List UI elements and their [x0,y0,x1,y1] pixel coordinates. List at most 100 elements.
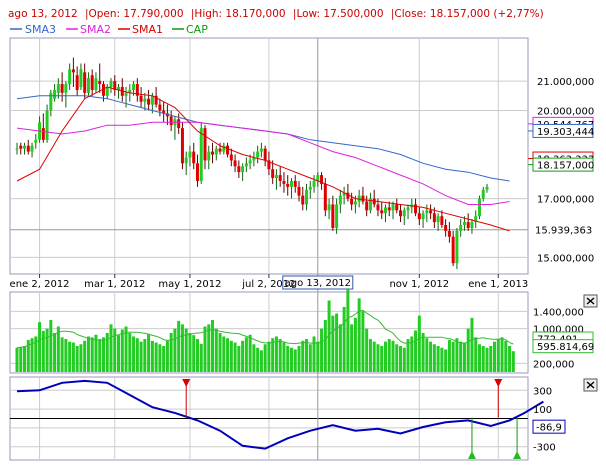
candle-body [226,145,230,155]
candle-body [68,69,72,85]
cursor-date-box [282,275,354,290]
candle-body [64,84,68,93]
volume-bar [23,346,27,372]
volume-bar [383,341,387,372]
volume-bar [143,339,147,372]
candle-body [387,207,391,211]
volume-bar [489,346,493,372]
volume-bar [368,339,372,372]
oscillator-y-tick-label: -300 [533,443,556,454]
volume-bar [162,346,166,372]
volume-bar [244,337,248,372]
candle-body [297,186,301,196]
volume-bar [90,337,94,372]
candle-body [305,189,309,205]
volume-bar [147,333,151,372]
candle-body [98,81,102,85]
candle-body [267,160,271,170]
volume-bar [68,341,72,372]
volume-bar [376,344,380,372]
price-y-tick-label: 17.000,000 [537,195,594,206]
volume-bar [120,329,124,372]
value-tag-label: 18.157,000 [537,161,594,172]
volume-bar [342,307,346,372]
candle-body [432,213,436,223]
price-y-tick-label: 15.000,000 [537,253,594,264]
volume-bar [477,344,481,372]
y-axis-labels: 21.000,000 20.000,000 17.000,000 15.000,000… [533,77,594,454]
candle-body [346,192,350,199]
volume-bar [380,346,384,372]
volume-bar [132,336,136,372]
candle-body [417,213,421,220]
candle-body [41,128,45,140]
legend-sma3: SMA3 [25,23,56,36]
candle-body [222,145,226,152]
cursor-line: ago 13, 2012 [10,38,528,460]
volume-bar [320,328,324,372]
oscillator-y-tick-label: 300 [533,386,552,397]
x-axis-labels: ene 2, 2012 mar 1, 2012 may 1, 2012 jul 2, … [10,279,529,290]
volume-bar [154,342,158,372]
volume-y-tick-label: 1.000,000 [533,325,584,336]
candle-body [440,216,444,226]
oscillator-series [16,379,544,450]
volume-bar [417,315,421,372]
candle-body [380,210,384,214]
volume-bar [135,338,139,372]
cursor-date-label: ago 13, 2012 [285,278,351,289]
volume-bar [113,328,117,372]
candle-body [71,69,75,73]
volume-bar [128,333,132,372]
candle-body [169,116,173,126]
candle-body [252,157,256,161]
candle-body [274,175,278,179]
volume-bar [402,347,406,372]
candle-body [154,95,158,105]
volume-bar [75,346,79,372]
volume-bar [259,350,263,372]
volume-bar [353,317,357,372]
volume-bar [338,324,342,372]
x-tick-label: ene 1, 2013 [468,279,528,290]
volume-bar [45,328,49,372]
candle-body [289,180,293,187]
volume-bar [49,320,53,372]
oscillator-close-button[interactable] [583,378,598,392]
candle-body [184,157,188,164]
volume-bar [263,344,267,372]
volume-bar [361,311,365,372]
volume-bar [30,338,34,372]
volume-bar [485,347,489,372]
candle-body [421,213,425,220]
volume-bar [86,336,90,372]
volume-bar [481,346,485,372]
candle-body [286,183,290,187]
volume-close-button[interactable] [583,294,598,308]
volume-bars [15,289,515,372]
volume-bar [444,349,448,372]
oscillator-y-tick-label: 100 [533,405,552,416]
header-open: |Open: 17.790,000 [85,8,184,20]
volume-bar [184,328,188,372]
candle-body [86,78,90,93]
candle-body [128,89,132,93]
volume-bar [387,339,391,372]
header-low: |Low: 17.500,000 [293,8,384,20]
candle-body [338,195,342,205]
candle-body [485,186,489,190]
header-date: ago 13, 2012 [8,8,78,20]
volume-bar [274,336,278,372]
volume-bar [98,339,102,372]
legend-cap: CAP [186,23,208,36]
candle-body [459,225,463,231]
candle-body [399,210,403,217]
volume-bar [94,334,98,372]
candle-body [372,198,376,205]
volume-bar [511,351,515,372]
candle-body [462,222,466,226]
candle-body [350,198,354,205]
candle-body [391,204,395,211]
volume-bar [60,337,64,372]
